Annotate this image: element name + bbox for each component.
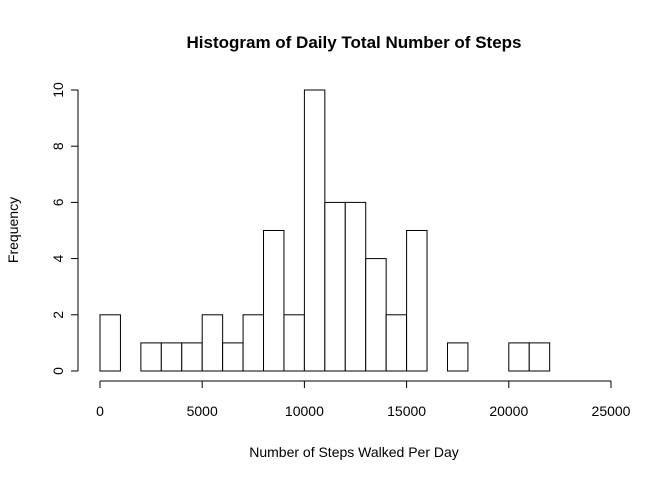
histogram-bar (283, 314, 305, 372)
histogram-bar (324, 201, 346, 372)
histogram-bar (160, 342, 183, 372)
x-tick-label: 15000 (387, 403, 426, 419)
histogram-bar (242, 314, 265, 372)
histogram-bar (99, 314, 121, 372)
x-tick-label: 10000 (285, 403, 324, 419)
histogram-bar (303, 89, 326, 372)
y-tick-label: 2 (50, 311, 66, 319)
y-axis-label: Frequency (5, 197, 21, 263)
x-tick-label: 25000 (592, 403, 631, 419)
histogram-bar (140, 342, 162, 372)
histogram-bar (385, 314, 408, 372)
y-tick-label: 0 (50, 367, 66, 375)
x-axis-label: Number of Steps Walked Per Day (249, 444, 459, 460)
bars-group (99, 89, 551, 372)
x-axis-ticks: 0 5000 10000 15000 20000 25000 (96, 381, 631, 419)
y-tick-label: 8 (50, 142, 66, 150)
y-tick-label: 4 (50, 254, 66, 262)
x-tick-label: 5000 (187, 403, 218, 419)
histogram-bar (406, 230, 428, 372)
histogram-bar (528, 342, 551, 372)
histogram-bar (508, 342, 530, 372)
x-tick-label: 20000 (489, 403, 528, 419)
histogram-bar (201, 314, 224, 372)
histogram-bar (344, 201, 367, 372)
histogram-bar (222, 342, 244, 372)
y-tick-label: 10 (50, 82, 66, 98)
chart-title: Histogram of Daily Total Number of Steps (186, 33, 521, 52)
y-tick-label: 6 (50, 198, 66, 206)
histogram-bar (446, 342, 469, 372)
y-axis-ticks: 0 2 4 6 8 10 (50, 82, 78, 375)
x-tick-label: 0 (96, 403, 104, 419)
histogram-bar (263, 230, 285, 372)
histogram-bar (365, 258, 387, 372)
histogram-bar (181, 342, 203, 372)
